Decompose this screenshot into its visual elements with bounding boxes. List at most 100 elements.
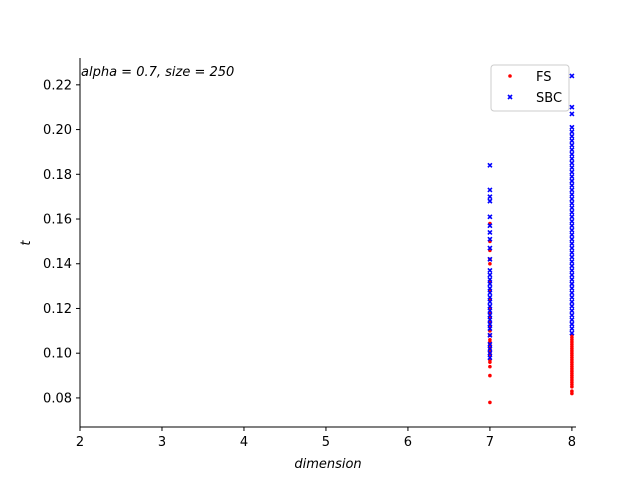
sbc-point: [569, 267, 575, 274]
sbc-point: [569, 276, 575, 282]
sbc-point: [569, 173, 575, 180]
sbc-point: [487, 256, 493, 262]
sbc-point: [569, 156, 575, 162]
sbc-point: [487, 308, 493, 314]
sbc-point: [569, 299, 575, 305]
sbc-point: [487, 355, 493, 361]
sbc-point: [569, 236, 575, 242]
x-tick-label: 5: [322, 435, 330, 450]
sbc-point: [569, 290, 575, 296]
sbc-point: [569, 227, 575, 233]
fs-point: [488, 337, 492, 342]
sbc-point: [569, 205, 575, 211]
sbc-point: [569, 124, 575, 130]
sbc-point: [487, 276, 493, 282]
sbc-point: [487, 341, 493, 347]
sbc-point: [569, 223, 575, 229]
x-axis-ticks: 2 3 4 5 6 7 8: [76, 427, 576, 450]
sbc-point: [569, 308, 575, 314]
legend-fs-marker: [508, 74, 512, 78]
sbc-point: [569, 111, 575, 117]
sbc-point: [487, 290, 493, 296]
y-tick-label: 0.12: [43, 302, 72, 317]
sbc-point: [569, 165, 575, 171]
sbc-point: [487, 321, 493, 327]
sbc-point: [487, 299, 493, 305]
sbc-point: [569, 258, 575, 265]
sbc-point: [487, 346, 493, 352]
sbc-point: [487, 187, 493, 193]
sbc-point: [569, 312, 575, 318]
x-tick-label: 7: [486, 435, 494, 450]
parameter-annotation: alpha = 0.7, size = 250: [81, 65, 234, 80]
sbc-point: [569, 73, 575, 79]
fs-point: [488, 261, 492, 266]
y-tick-label: 0.10: [43, 347, 72, 362]
sbc-point: [569, 281, 575, 287]
x-axis-label: dimension: [294, 457, 361, 472]
sbc-point: [569, 317, 575, 323]
sbc-point: [487, 326, 493, 332]
sbc-point: [569, 272, 575, 278]
sbc-point: [569, 214, 575, 220]
legend: FS SBC: [490, 64, 570, 112]
y-tick-label: 0.14: [43, 257, 72, 272]
sbc-point: [569, 138, 575, 144]
sbc-point: [487, 245, 493, 251]
sbc-point: [487, 229, 493, 236]
sbc-point: [569, 191, 575, 197]
sbc-point: [569, 209, 575, 215]
fs-point: [488, 364, 492, 369]
y-tick-label: 0.18: [43, 168, 72, 183]
sbc-point: [569, 142, 575, 148]
sbc-point: [487, 317, 493, 323]
sbc-point: [487, 194, 493, 200]
y-tick-label: 0.20: [43, 123, 72, 138]
sbc-point: [569, 147, 575, 153]
sbc-point: [569, 129, 575, 135]
y-tick-label: 0.16: [43, 213, 72, 228]
sbc-point: [487, 332, 493, 338]
sbc-point: [569, 249, 575, 256]
sbc-point: [487, 236, 493, 242]
sbc-point: [569, 187, 575, 193]
legend-sbc-marker: [507, 94, 513, 100]
x-tick-label: 4: [240, 435, 248, 450]
y-tick-label: 0.08: [43, 391, 72, 406]
x-tick-label: 8: [568, 435, 576, 450]
sbc-point: [487, 267, 493, 274]
sbc-point: [569, 182, 575, 189]
legend-sbc-label: SBC: [536, 91, 562, 106]
sbc-point: [487, 285, 493, 291]
fs-point: [570, 389, 574, 394]
x-tick-label: 6: [404, 435, 412, 450]
sbc-point: [487, 303, 493, 309]
sbc-point: [569, 232, 575, 238]
sbc-point: [569, 133, 575, 139]
sbc-point: [569, 321, 575, 327]
sbc-point: [487, 162, 493, 168]
sbc-point: [569, 330, 575, 336]
sbc-point: [569, 294, 575, 300]
x-tick-label: 2: [76, 435, 84, 450]
plot-marks: [487, 73, 575, 405]
sbc-point: [569, 200, 575, 206]
sbc-point: [487, 198, 493, 204]
y-axis-label: t: [19, 240, 34, 246]
sbc-point: [487, 294, 493, 300]
sbc-point: [569, 326, 575, 332]
sbc-point: [569, 104, 575, 110]
y-tick-label: 0.22: [43, 78, 72, 93]
sbc-point: [487, 214, 493, 220]
sbc-point: [487, 350, 493, 356]
sbc-point: [569, 178, 575, 184]
sbc-point: [569, 160, 575, 166]
y-axis-ticks: 0.08 0.10 0.12 0.14 0.16 0.18 0.20 0.22: [43, 78, 80, 406]
fs-point: [488, 400, 492, 405]
sbc-point: [569, 151, 575, 157]
x-tick-label: 3: [158, 435, 166, 450]
sbc-point: [569, 241, 575, 247]
sbc-point: [569, 218, 575, 224]
sbc-point: [569, 285, 575, 291]
